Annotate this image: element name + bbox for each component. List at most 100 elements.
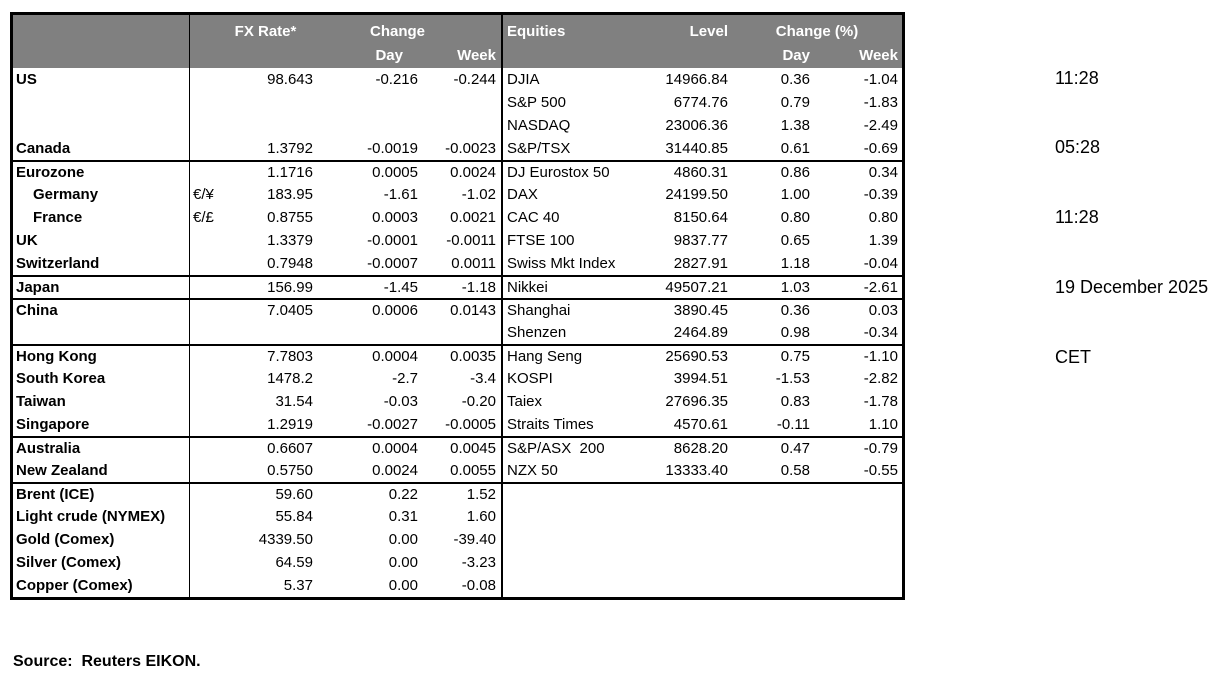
equity-level-cell: 4570.61 bbox=[673, 416, 728, 433]
table-header-row-1: FX Rate* Change Equities Level Change (%… bbox=[13, 15, 902, 43]
equity-name-cell: Straits Times bbox=[501, 413, 648, 436]
equity-name-cell: DJIA bbox=[501, 68, 648, 91]
table-row: Shenzen 2464.89 0.98 -0.34 bbox=[13, 321, 902, 344]
fx-pair-cell bbox=[190, 505, 227, 528]
fx-name-cell bbox=[13, 91, 190, 114]
equity-week-change-cell: -0.04 bbox=[863, 255, 898, 272]
fx-name-cell: Eurozone bbox=[13, 162, 190, 183]
table-row: Taiwan 31.54 -0.03 -0.20 Taiex 27696.35 … bbox=[13, 390, 902, 413]
fx-day-change-cell: -0.0001 bbox=[367, 232, 418, 249]
fx-rate-header: FX Rate* bbox=[234, 23, 297, 40]
fx-pair-cell bbox=[190, 367, 227, 390]
equity-level-cell: 6774.76 bbox=[673, 94, 728, 111]
equity-name-cell: Hang Seng bbox=[501, 346, 648, 367]
table-row: S&P 500 6774.76 0.79 -1.83 bbox=[13, 91, 902, 114]
table-row: Hong Kong 7.7803 0.0004 0.0035 Hang Seng… bbox=[13, 344, 902, 367]
fx-name-cell: Australia bbox=[13, 438, 190, 459]
fx-week-change-cell: -1.18 bbox=[461, 279, 496, 296]
fx-day-change-cell: 0.22 bbox=[388, 486, 418, 503]
fx-pair-cell bbox=[190, 229, 227, 252]
equity-week-change-cell: -1.83 bbox=[863, 94, 898, 111]
fx-week-change-cell: 0.0055 bbox=[450, 462, 496, 479]
fx-name-cell: Switzerland bbox=[13, 252, 190, 275]
fx-week-change-cell bbox=[423, 91, 501, 114]
fx-name-cell: Germany bbox=[13, 183, 190, 206]
fx-name-header-cell bbox=[13, 15, 190, 43]
equity-name-cell: Nikkei bbox=[501, 277, 648, 298]
fx-day-change-cell bbox=[318, 321, 423, 344]
fx-day-change-cell: 0.00 bbox=[388, 531, 418, 548]
fx-day-change-cell bbox=[318, 91, 423, 114]
fx-name-header-cell bbox=[13, 43, 190, 68]
fx-week-change-cell: 0.0035 bbox=[450, 348, 496, 365]
fx-pair-cell bbox=[190, 459, 227, 482]
equities-level-header-spacer bbox=[648, 43, 732, 68]
table-row: NASDAQ 23006.36 1.38 -2.49 bbox=[13, 114, 902, 137]
fx-pair-cell bbox=[190, 91, 227, 114]
equity-day-change-cell: 0.36 bbox=[780, 302, 810, 319]
fx-week-change-cell: 0.0011 bbox=[451, 255, 496, 272]
fx-name-cell: Canada bbox=[13, 137, 190, 160]
fx-week-change-cell bbox=[423, 114, 501, 137]
footer-notes: Source: Reuters EIKON. * FX Rate for USD… bbox=[13, 604, 831, 677]
equities-name-header-spacer bbox=[501, 43, 648, 68]
fx-week-change-cell: -0.0005 bbox=[445, 416, 496, 433]
fx-day-change-cell bbox=[318, 114, 423, 137]
fx-week-change-cell: 0.0045 bbox=[450, 440, 496, 457]
fx-pair-cell bbox=[190, 551, 227, 574]
equity-week-change-cell: 1.39 bbox=[868, 232, 898, 249]
fx-name-cell: Copper (Comex) bbox=[13, 574, 190, 597]
fx-name-cell bbox=[13, 321, 190, 344]
fx-pair-header-cell bbox=[190, 15, 227, 43]
equity-level-cell bbox=[648, 574, 732, 597]
fx-week-change-cell: -3.4 bbox=[470, 370, 496, 387]
fx-pair-cell bbox=[190, 528, 227, 551]
fx-pair-header-cell bbox=[190, 43, 227, 68]
fx-day-change-cell: -1.45 bbox=[383, 279, 418, 296]
fx-week-change-cell: 0.0021 bbox=[450, 209, 496, 226]
equities-change-pct-header: Change (%) bbox=[775, 23, 859, 40]
fx-rate-cell bbox=[227, 114, 318, 137]
equity-name-cell: KOSPI bbox=[501, 367, 648, 390]
equity-name-cell: DJ Eurostox 50 bbox=[501, 162, 648, 183]
equity-day-change-cell bbox=[732, 528, 814, 551]
timestamp-line: 11:28 bbox=[1055, 67, 1099, 88]
equity-level-cell bbox=[648, 528, 732, 551]
fx-week-change-cell bbox=[423, 321, 501, 344]
equity-level-cell: 2827.91 bbox=[673, 255, 728, 272]
fx-rate-cell: 0.8755 bbox=[267, 209, 313, 226]
equity-day-change-cell: 0.80 bbox=[780, 209, 810, 226]
table-row: France €/£ 0.8755 0.0003 0.0021 CAC 40 8… bbox=[13, 206, 902, 229]
fx-day-change-cell: 0.0004 bbox=[372, 440, 418, 457]
equity-name-cell bbox=[501, 505, 648, 528]
fx-week-change-cell: -0.20 bbox=[461, 393, 496, 410]
equity-week-change-cell: -1.10 bbox=[863, 348, 898, 365]
timestamp-line: 05:28 bbox=[1055, 137, 1101, 158]
fx-rate-cell: 1.2919 bbox=[267, 416, 313, 433]
equity-name-cell: NZX 50 bbox=[501, 459, 648, 482]
fx-rate-cell: 55.84 bbox=[275, 508, 313, 525]
equity-week-change-cell bbox=[814, 528, 902, 551]
equities-week-header: Week bbox=[859, 47, 898, 64]
equity-name-cell bbox=[501, 484, 648, 505]
fx-day-change-cell: 0.0006 bbox=[372, 302, 418, 319]
fx-day-change-cell: 0.0003 bbox=[372, 209, 418, 226]
equity-level-cell bbox=[648, 484, 732, 505]
fx-pair-cell bbox=[190, 574, 227, 597]
timestamp-block: 11:28 05:28 11:28 19 December 2025 CET bbox=[1055, 20, 1208, 415]
table-body: US 98.643 -0.216 -0.244 DJIA 14966.84 0.… bbox=[13, 68, 902, 597]
equity-name-cell: NASDAQ bbox=[501, 114, 648, 137]
fx-rate-cell: 64.59 bbox=[275, 554, 313, 571]
fx-name-cell: UK bbox=[13, 229, 190, 252]
fx-week-change-cell: -1.02 bbox=[461, 186, 496, 203]
fx-name-cell: Brent (ICE) bbox=[13, 484, 190, 505]
table-row: South Korea 1478.2 -2.7 -3.4 KOSPI 3994.… bbox=[13, 367, 902, 390]
fx-week-change-cell: -39.40 bbox=[453, 531, 496, 548]
fx-name-cell: New Zealand bbox=[13, 459, 190, 482]
equity-day-change-cell: -0.11 bbox=[776, 416, 810, 433]
fx-rate-cell: 7.7803 bbox=[267, 348, 313, 365]
equity-week-change-cell: -0.79 bbox=[863, 440, 898, 457]
equity-level-cell: 2464.89 bbox=[673, 324, 728, 341]
table-row: China 7.0405 0.0006 0.0143 Shanghai 3890… bbox=[13, 298, 902, 321]
